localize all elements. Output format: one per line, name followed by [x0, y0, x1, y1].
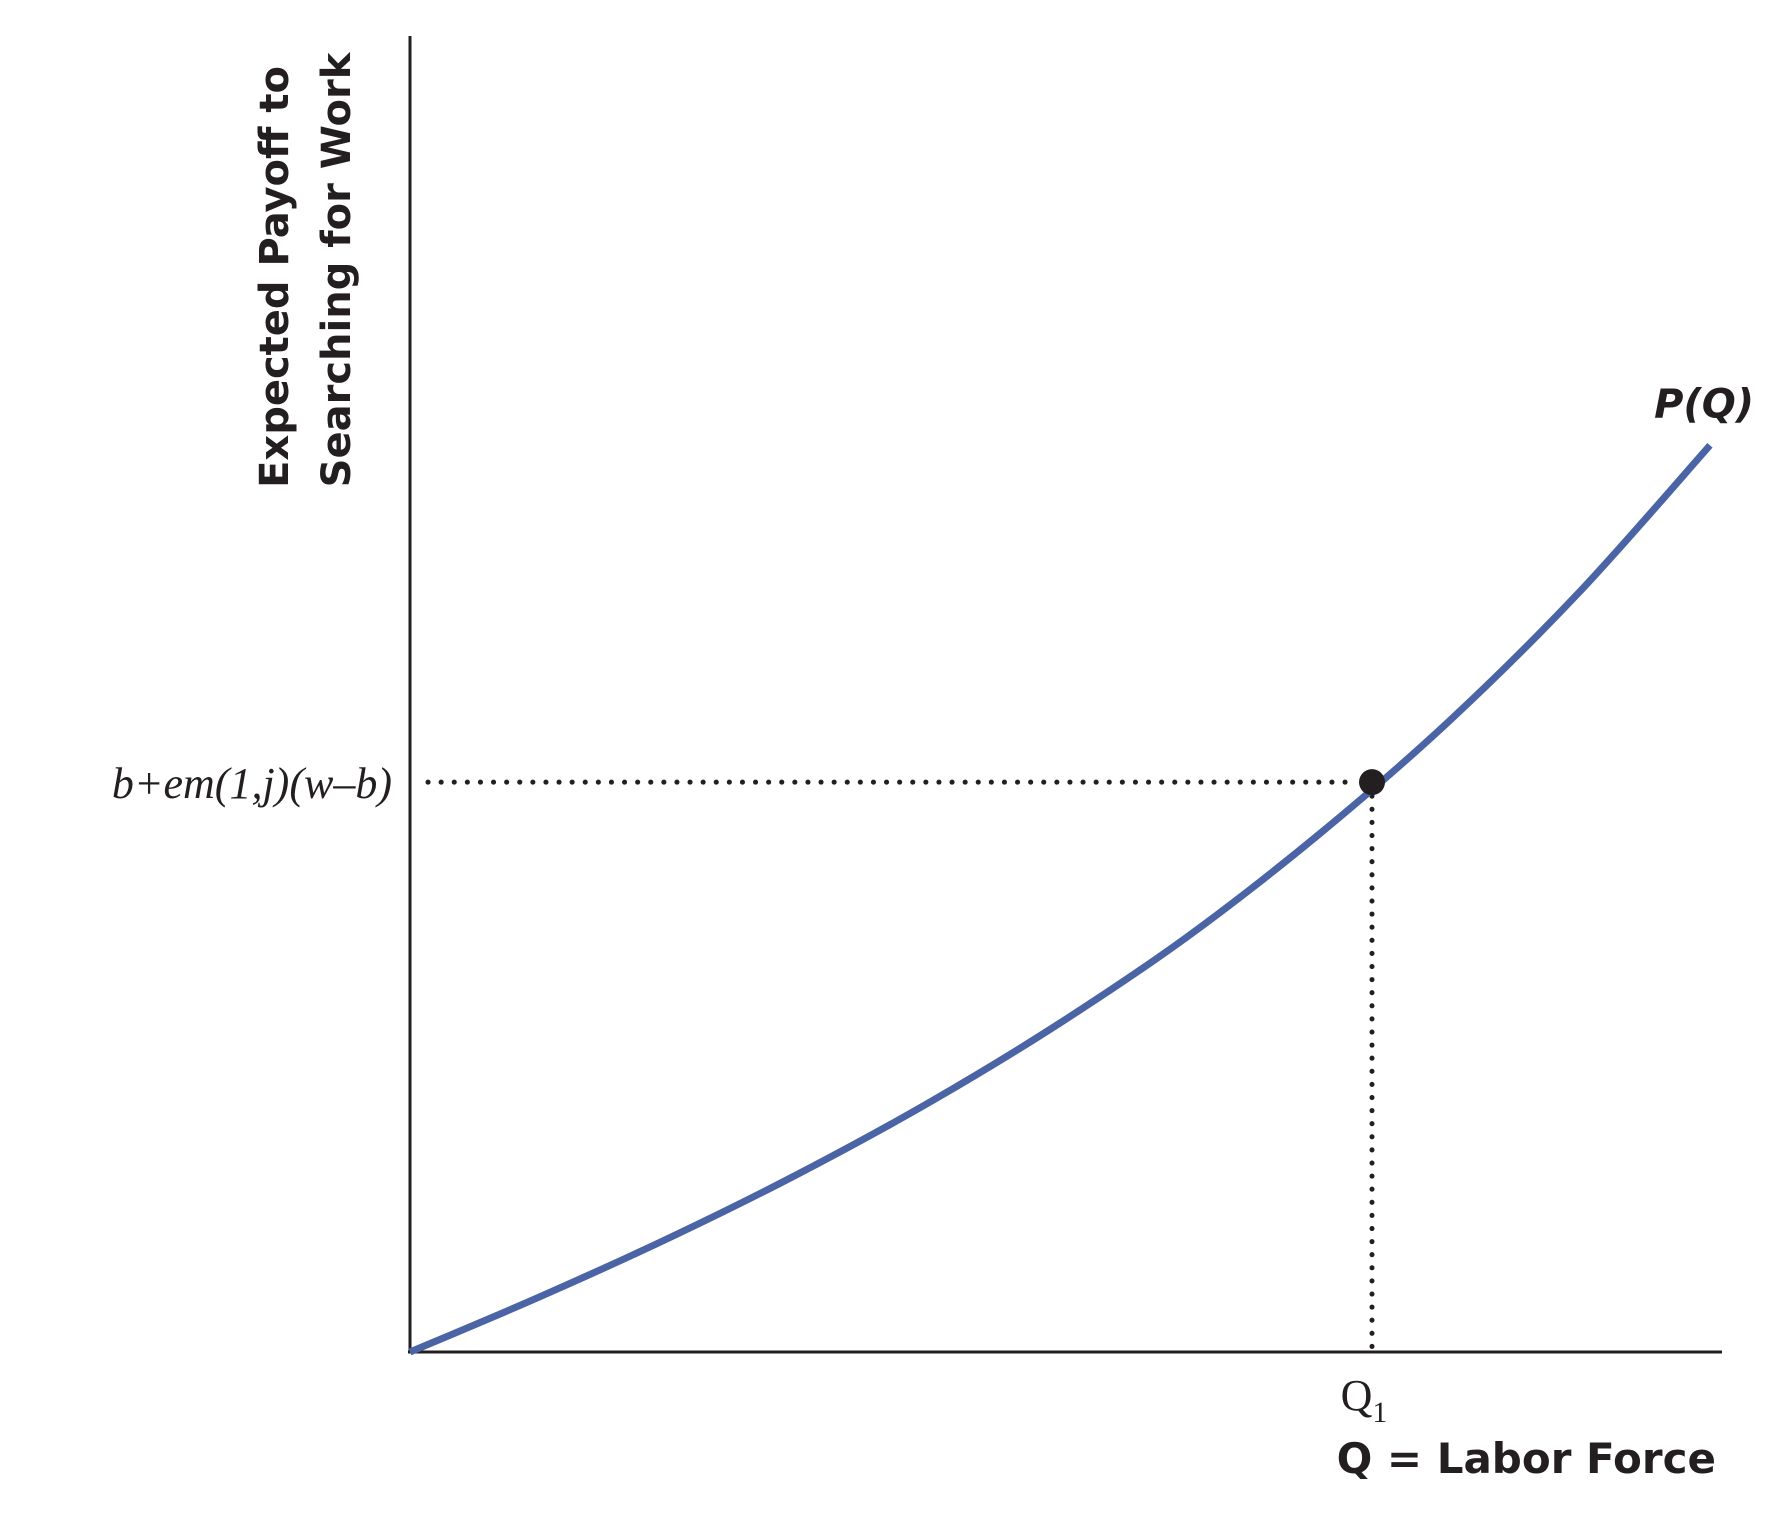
series-line-pq	[408, 442, 1713, 1356]
y-axis-label-line-1: Expected Payoff to	[252, 66, 298, 488]
y-axis-label-line-2: Searching for Work	[314, 51, 360, 487]
x-value-label-main: Q	[1341, 1371, 1373, 1420]
series-label-pq: P(Q)	[1654, 381, 1754, 427]
y-axis-label: Expected Payoff to Searching for Work	[252, 51, 360, 488]
svg-text:Expected Payoff to Searc: Expected Payoff to Searching for Work	[252, 51, 360, 488]
x-value-label: Q1	[1341, 1371, 1388, 1429]
x-axis-label: Q = Labor Force	[1337, 1434, 1716, 1483]
x-value-label-subscript: 1	[1372, 1396, 1387, 1429]
equilibrium-point	[1359, 769, 1385, 796]
y-value-label: b+em(1,j)(w–b)	[112, 759, 392, 808]
